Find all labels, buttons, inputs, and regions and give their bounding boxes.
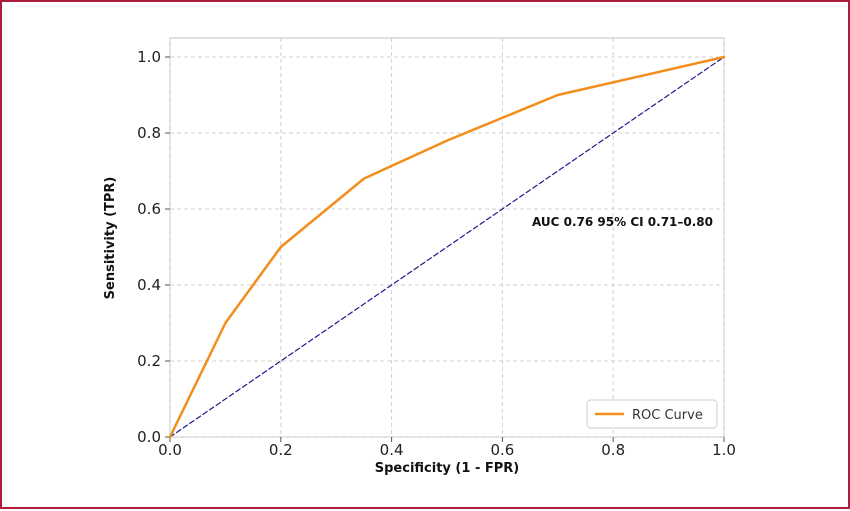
x-tick-label: 1.0 [712,441,736,459]
series-layer [168,55,726,439]
y-axis-label: Sensitivity (TPR) [103,177,118,300]
chance-diagonal-line [169,56,725,438]
legend: ROC Curve [586,399,718,429]
roc-curve-line [168,55,726,439]
x-tick-label: 0.4 [380,441,404,459]
auc-annotation: AUC 0.76 95% CI 0.71–0.80 [532,215,713,229]
y-tick-label: 0.0 [137,428,161,446]
y-tick-label: 0.8 [137,124,161,142]
x-axis-label: Specificity (1 - FPR) [375,461,519,476]
legend-label-roc-curve: ROC Curve [632,408,703,423]
y-axis-ticks: 0.0 0.2 0.4 0.6 0.8 1.0 [137,48,170,446]
x-tick-label: 0.0 [158,441,182,459]
x-tick-label: 0.2 [269,441,293,459]
legend-box [586,399,718,429]
x-axis-ticks: 0.0 0.2 0.4 0.6 0.8 1.0 [158,437,736,459]
y-tick-label: 1.0 [137,48,161,66]
x-tick-label: 0.8 [601,441,625,459]
plot-area [169,37,725,438]
grid [169,38,725,438]
x-tick-label: 0.6 [490,441,514,459]
y-tick-label: 0.6 [137,200,161,218]
y-tick-label: 0.2 [137,352,161,370]
y-tick-label: 0.4 [137,276,161,294]
